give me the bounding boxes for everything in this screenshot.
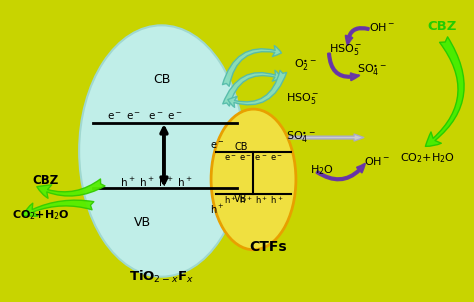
Text: e$^-$ e$^-$  e$^-$ e$^-$: e$^-$ e$^-$ e$^-$ e$^-$ xyxy=(108,111,183,122)
Text: VB: VB xyxy=(234,194,247,204)
FancyArrowPatch shape xyxy=(425,37,464,146)
Text: h$^+$ h$^+$ h$^+$ h$^+$: h$^+$ h$^+$ h$^+$ h$^+$ xyxy=(224,194,283,206)
FancyArrowPatch shape xyxy=(37,179,105,198)
Text: e$^-$ e$^-$ e$^-$ e$^-$: e$^-$ e$^-$ e$^-$ e$^-$ xyxy=(224,154,283,163)
FancyArrowPatch shape xyxy=(346,27,369,45)
Text: TiO$_{2-x}$F$_x$: TiO$_{2-x}$F$_x$ xyxy=(129,268,194,285)
FancyArrowPatch shape xyxy=(328,53,359,80)
FancyArrowPatch shape xyxy=(222,46,282,86)
Text: H$_2$O: H$_2$O xyxy=(310,164,334,177)
FancyArrowPatch shape xyxy=(23,200,94,216)
Text: SO$_4^{\bullet-}$: SO$_4^{\bullet-}$ xyxy=(286,130,317,145)
Text: VB: VB xyxy=(134,216,151,229)
Ellipse shape xyxy=(79,25,244,277)
Text: CB: CB xyxy=(153,73,170,86)
Ellipse shape xyxy=(211,109,296,250)
Text: CBZ: CBZ xyxy=(427,20,456,33)
Text: HSO$_5^-$: HSO$_5^-$ xyxy=(286,91,320,106)
Text: O$_2^{\bullet-}$: O$_2^{\bullet-}$ xyxy=(294,58,318,73)
Text: SO$_4^{\bullet-}$: SO$_4^{\bullet-}$ xyxy=(357,63,387,78)
FancyArrowPatch shape xyxy=(289,134,364,141)
Text: OH$^-$: OH$^-$ xyxy=(369,21,395,33)
FancyArrowPatch shape xyxy=(228,70,287,107)
Text: h$^+$: h$^+$ xyxy=(210,203,224,216)
Text: CO$_2$+H$_2$O: CO$_2$+H$_2$O xyxy=(401,152,456,165)
FancyArrowPatch shape xyxy=(223,70,282,106)
Text: OH$^-$: OH$^-$ xyxy=(364,156,391,168)
Text: CTFs: CTFs xyxy=(249,240,286,254)
FancyArrowPatch shape xyxy=(317,164,365,180)
Text: HSO$_5^-$: HSO$_5^-$ xyxy=(329,42,362,57)
Text: e$^-$: e$^-$ xyxy=(210,140,224,150)
Text: CO$_2$+H$_2$O: CO$_2$+H$_2$O xyxy=(12,208,70,222)
Text: CBZ: CBZ xyxy=(32,175,58,188)
Text: CB: CB xyxy=(234,142,247,152)
Text: h$^+$ h$^+$ h$^+$ h$^+$: h$^+$ h$^+$ h$^+$ h$^+$ xyxy=(120,176,193,189)
